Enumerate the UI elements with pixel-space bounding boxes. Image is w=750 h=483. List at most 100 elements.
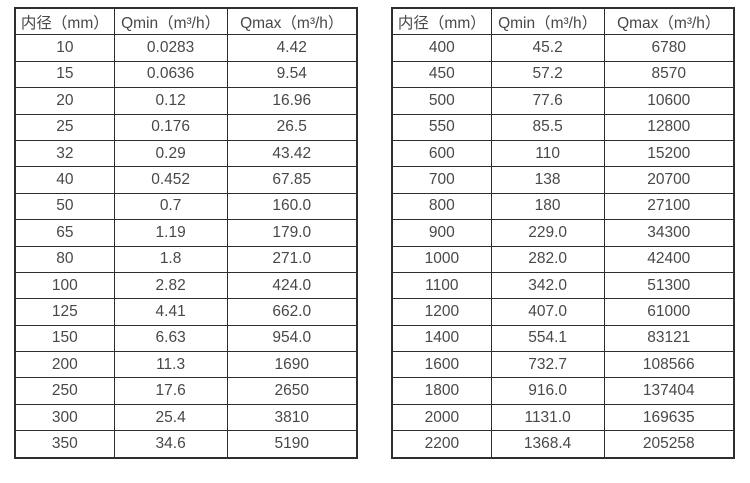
table-cell: 11.3: [113, 351, 228, 379]
table-cell: 662.0: [226, 298, 358, 326]
table-row: 300 25.4 3810: [14, 403, 358, 432]
table-cell: 16.96: [226, 87, 358, 115]
table-cell: 160.0: [226, 192, 358, 221]
table-cell: 271.0: [226, 245, 358, 273]
table-row: 20 0.12 16.96: [14, 87, 358, 115]
table-cell: 50: [14, 192, 115, 221]
table-row: 100 2.82 424.0: [14, 271, 358, 300]
table-cell: 34.6: [113, 430, 228, 459]
table-row: 1000 282.0 42400: [391, 245, 735, 273]
table-cell: 125: [14, 298, 115, 326]
table-cell: 2.82: [113, 271, 228, 300]
table-row: 700 138 20700: [391, 166, 735, 194]
table-row: 800 180 27100: [391, 192, 735, 221]
table-row: 50 0.7 160.0: [14, 192, 358, 221]
table-cell: 916.0: [490, 377, 605, 405]
column-header-inner-diameter: 内径（mm）: [391, 7, 492, 36]
table-cell: 25: [14, 113, 115, 141]
table-cell: 424.0: [226, 271, 358, 300]
table-cell: 9.54: [226, 60, 358, 89]
table-cell: 20: [14, 87, 115, 115]
table-row: 200 11.3 1690: [14, 351, 358, 379]
table-row: 25 0.176 26.5: [14, 113, 358, 141]
table-row: 150 6.63 954.0: [14, 324, 358, 353]
table-cell: 0.12: [113, 87, 228, 115]
table-cell: 67.85: [226, 166, 358, 194]
header-row: 内径（mm） Qmin（m³/h） Qmax（m³/h）: [391, 7, 735, 36]
table-row: 40 0.452 67.85: [14, 166, 358, 194]
table-cell: 1800: [391, 377, 492, 405]
table-cell: 17.6: [113, 377, 228, 405]
table-cell: 57.2: [490, 60, 605, 89]
table-cell: 10600: [603, 87, 735, 115]
table-cell: 1600: [391, 351, 492, 379]
table-cell: 4.41: [113, 298, 228, 326]
table-cell: 2200: [391, 430, 492, 459]
table-cell: 1368.4: [490, 430, 605, 459]
flow-table-right: 内径（mm） Qmin（m³/h） Qmax（m³/h） 400 45.2 6780…: [391, 7, 735, 459]
table-cell: 450: [391, 60, 492, 89]
column-header-qmin: Qmin（m³/h）: [113, 7, 228, 36]
table-cell: 45.2: [490, 34, 605, 62]
table-cell: 26.5: [226, 113, 358, 141]
table-row: 1800 916.0 137404: [391, 377, 735, 405]
table-row: 1600 732.7 108566: [391, 351, 735, 379]
table-cell: 6780: [603, 34, 735, 62]
table-cell: 229.0: [490, 219, 605, 247]
table-cell: 1400: [391, 324, 492, 353]
table-row: 1400 554.1 83121: [391, 324, 735, 353]
table-row: 400 45.2 6780: [391, 34, 735, 62]
table-cell: 27100: [603, 192, 735, 221]
flow-table-left: 内径（mm） Qmin（m³/h） Qmax（m³/h） 10 0.0283 4.4…: [14, 7, 358, 459]
table-row: 900 229.0 34300: [391, 219, 735, 247]
table-cell: 150: [14, 324, 115, 353]
table-cell: 205258: [603, 430, 735, 459]
table-cell: 0.176: [113, 113, 228, 141]
table-cell: 0.29: [113, 139, 228, 168]
column-header-qmin: Qmin（m³/h）: [490, 7, 605, 36]
column-header-inner-diameter: 内径（mm）: [14, 7, 115, 36]
table-cell: 900: [391, 219, 492, 247]
table-cell: 500: [391, 87, 492, 115]
table-row: 450 57.2 8570: [391, 60, 735, 89]
table-cell: 169635: [603, 403, 735, 432]
table-cell: 400: [391, 34, 492, 62]
table-row: 65 1.19 179.0: [14, 219, 358, 247]
column-header-qmax: Qmax（m³/h）: [603, 7, 735, 36]
table-cell: 83121: [603, 324, 735, 353]
table-cell: 0.7: [113, 192, 228, 221]
table-row: 2000 1131.0 169635: [391, 403, 735, 432]
table-row: 1100 342.0 51300: [391, 271, 735, 300]
table-cell: 80: [14, 245, 115, 273]
table-cell: 4.42: [226, 34, 358, 62]
table-cell: 179.0: [226, 219, 358, 247]
table-cell: 5190: [226, 430, 358, 459]
table-cell: 1690: [226, 351, 358, 379]
table-cell: 34300: [603, 219, 735, 247]
table-cell: 77.6: [490, 87, 605, 115]
table-cell: 12800: [603, 113, 735, 141]
table-cell: 2650: [226, 377, 358, 405]
table-cell: 1000: [391, 245, 492, 273]
table-cell: 300: [14, 403, 115, 432]
table-row: 80 1.8 271.0: [14, 245, 358, 273]
table-cell: 180: [490, 192, 605, 221]
table-cell: 25.4: [113, 403, 228, 432]
table-cell: 15: [14, 60, 115, 89]
table-cell: 554.1: [490, 324, 605, 353]
table-row: 1200 407.0 61000: [391, 298, 735, 326]
table-row: 15 0.0636 9.54: [14, 60, 358, 89]
right-table-body: 400 45.2 6780 450 57.2 8570 500 77.6 10600 550 85.…: [391, 34, 735, 459]
left-table-body: 10 0.0283 4.42 15 0.0636 9.54 20 0.12 16.96 25 0.1…: [14, 34, 358, 459]
table-cell: 282.0: [490, 245, 605, 273]
table-cell: 1200: [391, 298, 492, 326]
table-cell: 51300: [603, 271, 735, 300]
table-cell: 954.0: [226, 324, 358, 353]
column-header-qmax: Qmax（m³/h）: [226, 7, 358, 36]
table-row: 250 17.6 2650: [14, 377, 358, 405]
table-cell: 20700: [603, 166, 735, 194]
table-cell: 137404: [603, 377, 735, 405]
table-cell: 138: [490, 166, 605, 194]
table-row: 600 110 15200: [391, 139, 735, 168]
